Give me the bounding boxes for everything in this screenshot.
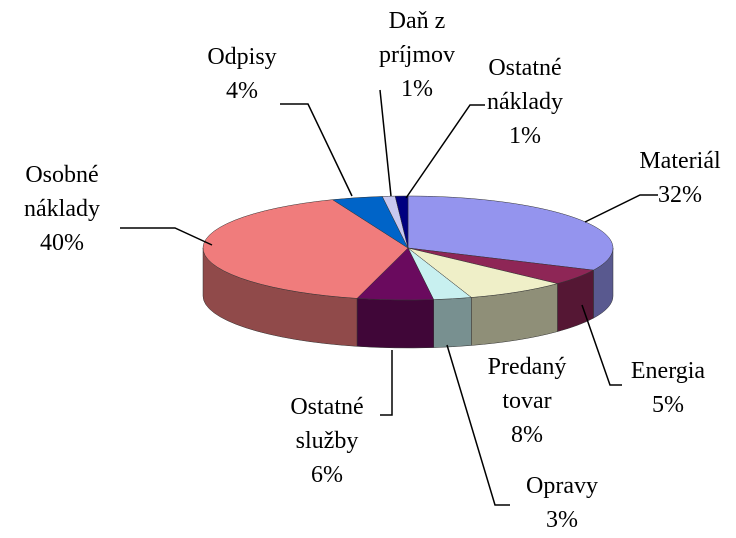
leader-line: [380, 350, 393, 416]
slice-label: Predaný tovar: [488, 354, 567, 414]
value-label: 5%: [652, 392, 684, 418]
value-label: 8%: [511, 422, 543, 448]
slice: [407, 247, 558, 298]
slice-side: [356, 298, 434, 349]
value-label: 40%: [40, 230, 84, 256]
slice-label: Ostatné náklady: [487, 55, 563, 115]
value-label: 4%: [226, 78, 258, 104]
leader-line: [405, 104, 485, 199]
value-label: 1%: [509, 123, 541, 149]
slice-label: Osobné náklady: [24, 162, 100, 222]
leader-line: [120, 227, 213, 246]
slice-label: Opravy: [526, 473, 598, 499]
slice-label: Odpisy: [207, 44, 276, 70]
leader-line: [584, 194, 658, 223]
slice-label: Energia: [631, 358, 706, 384]
slice-label: Ostatné služby: [290, 394, 363, 454]
slice-label: Daň z príjmov: [379, 8, 455, 68]
slice-label: Materiál: [639, 148, 721, 174]
slice: [202, 199, 409, 299]
leader-line: [280, 103, 353, 197]
value-label: 32%: [658, 182, 702, 208]
slice: [407, 195, 614, 271]
leader-line: [379, 89, 392, 197]
leader-line: [581, 304, 622, 386]
value-label: 6%: [311, 462, 343, 488]
leader-line: [446, 344, 510, 506]
slice-side: [433, 297, 472, 348]
value-label: 1%: [401, 76, 433, 102]
value-label: 3%: [546, 507, 578, 533]
